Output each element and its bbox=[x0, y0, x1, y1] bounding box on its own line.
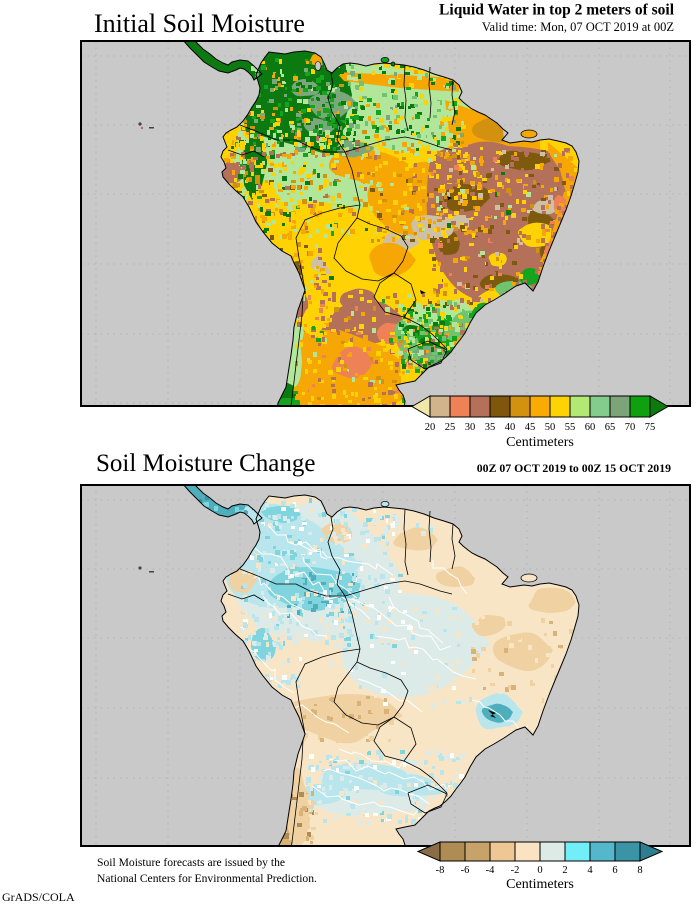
svg-text:-6: -6 bbox=[461, 865, 470, 876]
svg-text:-2: -2 bbox=[511, 865, 520, 876]
svg-text:GrADS/COLA: GrADS/COLA bbox=[2, 890, 75, 904]
svg-text:75: 75 bbox=[645, 422, 656, 433]
svg-text:Soil Moisture Change: Soil Moisture Change bbox=[96, 450, 315, 477]
svg-text:00Z 07 OCT 2019 to 00Z 15 OCT: 00Z 07 OCT 2019 to 00Z 15 OCT 2019 bbox=[477, 461, 671, 475]
svg-text:65: 65 bbox=[605, 422, 616, 433]
svg-text:Initial Soil Moisture: Initial Soil Moisture bbox=[94, 9, 305, 38]
svg-text:0: 0 bbox=[537, 865, 542, 876]
svg-text:Soil Moisture forecasts are is: Soil Moisture forecasts are issued by th… bbox=[97, 856, 285, 869]
svg-text:4: 4 bbox=[587, 865, 593, 876]
svg-text:20: 20 bbox=[425, 422, 436, 433]
svg-text:-8: -8 bbox=[436, 865, 445, 876]
svg-text:35: 35 bbox=[485, 422, 496, 433]
svg-text:6: 6 bbox=[612, 865, 617, 876]
svg-text:National Centers for Environme: National Centers for Environmental Predi… bbox=[97, 872, 317, 885]
svg-text:50: 50 bbox=[545, 422, 556, 433]
svg-text:25: 25 bbox=[445, 422, 456, 433]
svg-text:70: 70 bbox=[625, 422, 636, 433]
svg-text:45: 45 bbox=[525, 422, 536, 433]
svg-text:40: 40 bbox=[505, 422, 516, 433]
svg-text:8: 8 bbox=[637, 865, 642, 876]
svg-text:55: 55 bbox=[565, 422, 576, 433]
svg-text:Centimeters: Centimeters bbox=[506, 877, 574, 892]
svg-text:2: 2 bbox=[562, 865, 567, 876]
svg-text:Centimeters: Centimeters bbox=[506, 435, 574, 450]
svg-text:Liquid Water in top 2 meters o: Liquid Water in top 2 meters of soil bbox=[439, 2, 675, 19]
svg-text:-4: -4 bbox=[486, 865, 495, 876]
svg-text:Valid time: Mon, 07 OCT 2019 a: Valid time: Mon, 07 OCT 2019 at 00Z bbox=[482, 20, 674, 34]
svg-text:30: 30 bbox=[465, 422, 476, 433]
svg-text:60: 60 bbox=[585, 422, 596, 433]
